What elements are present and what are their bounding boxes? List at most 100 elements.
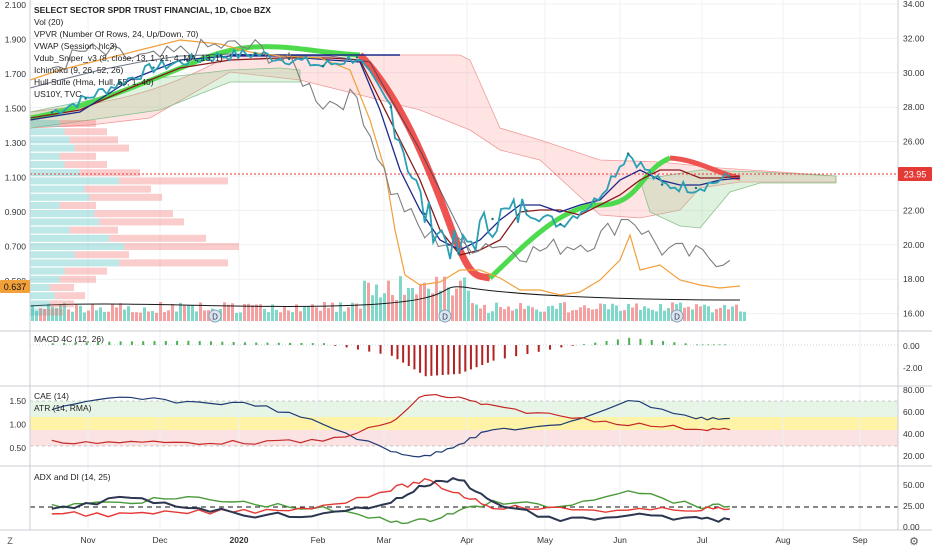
- hull-band-down: [357, 52, 491, 282]
- volume-bar: [471, 303, 474, 321]
- volume-bar: [207, 310, 210, 321]
- time-label: Feb: [311, 535, 326, 545]
- macd-bar: [452, 345, 455, 375]
- xlf-point: [355, 56, 359, 59]
- macd-bar: [108, 341, 111, 345]
- xlf-point: [321, 64, 325, 68]
- macd-bar: [628, 337, 631, 345]
- volume-bar: [291, 312, 294, 321]
- vpvr-row-down: [59, 152, 96, 160]
- volume-bar: [703, 304, 706, 321]
- price-right-label: 28.00: [903, 102, 925, 112]
- volume-bar: [347, 307, 350, 321]
- macd-axis-right[interactable]: 0.00 -2.00: [903, 341, 923, 373]
- volume-bar: [647, 308, 650, 321]
- cae-axis-left[interactable]: 1.50 1.00 0.50: [9, 396, 26, 453]
- volume-bar: [83, 312, 86, 321]
- cae-right-label: 20.00: [903, 451, 925, 461]
- macd-bar: [424, 345, 427, 377]
- volume-bar: [151, 311, 154, 321]
- vpvr-row-down: [99, 218, 184, 226]
- chart-title[interactable]: SELECT SECTOR SPDR TRUST FINANCIAL, 1D, …: [34, 5, 271, 15]
- xlf-price-line: [51, 47, 731, 260]
- legend-ichimoku[interactable]: Ichimoku (9, 26, 52, 26): [34, 65, 123, 75]
- volume-bar: [163, 312, 166, 321]
- volume-bar: [267, 312, 270, 321]
- legend-vdub[interactable]: Vdub_Sniper_v3 (8, close, 13, 1, 21, 4, …: [34, 53, 223, 63]
- dividend-marker-1[interactable]: [208, 309, 222, 323]
- atr-pane-title[interactable]: ATR (14, RMA): [34, 403, 92, 413]
- volume-bar: [587, 308, 590, 321]
- vpvr-row-up: [30, 169, 80, 177]
- cae-pane-title[interactable]: CAE (14): [34, 391, 69, 401]
- volume-bar: [423, 282, 426, 321]
- xlf-point: [660, 183, 664, 186]
- volume-bar: [539, 311, 542, 321]
- price-right-label: 22.00: [903, 205, 925, 215]
- macd-pane-title[interactable]: MACD 4C (12, 26): [34, 334, 104, 344]
- macd-bar: [407, 345, 410, 366]
- volume-bar: [603, 304, 606, 321]
- macd-right-label: -2.00: [903, 363, 923, 373]
- settings-gear-icon[interactable]: ⚙: [909, 536, 919, 548]
- volume-bar: [655, 311, 658, 321]
- price-right-label: 26.00: [903, 137, 925, 147]
- volume-bar: [131, 312, 134, 321]
- price-left-label: 0.900: [5, 207, 27, 217]
- volume-bar: [303, 306, 306, 321]
- zoom-toggle-icon[interactable]: Z: [7, 536, 13, 546]
- volume-bar: [715, 309, 718, 321]
- volume-bar: [395, 300, 398, 321]
- chart-legend: SELECT SECTOR SPDR TRUST FINANCIAL, 1D, …: [34, 5, 271, 482]
- cae-atr-lines: [51, 393, 730, 458]
- legend-vwap[interactable]: VWAP (Session, hlc3): [34, 41, 117, 51]
- volume-bar: [203, 310, 206, 321]
- di-minus-line: [51, 477, 730, 518]
- price-series-lines: [50, 38, 732, 268]
- vpvr-row-up: [30, 193, 90, 201]
- xlf-point: [50, 111, 53, 114]
- cae-right-label: 80.00: [903, 385, 925, 395]
- cae-left-label: 1.00: [9, 420, 26, 430]
- macd-bar: [266, 342, 269, 345]
- volume-bar: [231, 303, 234, 321]
- cae-axis-right[interactable]: 80.00 60.00 40.00 20.00: [903, 385, 925, 461]
- dividend-marker-3[interactable]: [670, 309, 684, 323]
- volume-bar: [287, 310, 290, 321]
- macd-bar: [210, 341, 213, 345]
- macd-bar: [503, 345, 506, 359]
- dividend-marker-2[interactable]: [438, 309, 452, 323]
- volume-bar: [415, 294, 418, 321]
- vpvr-profile: [30, 120, 239, 316]
- macd-bar: [515, 345, 518, 357]
- volume-bar: [175, 311, 178, 321]
- legend-vol[interactable]: Vol (20): [34, 17, 63, 27]
- xlf-point: [186, 59, 189, 62]
- legend-vpvr[interactable]: VPVR (Number Of Rows, 24, Up/Down, 70): [34, 29, 199, 39]
- volume-bar: [255, 304, 258, 321]
- adx-axis-right[interactable]: 50.00 25.00 0.00: [903, 480, 925, 532]
- xlf-point: [389, 106, 393, 109]
- legend-us10y[interactable]: US10Y, TVC: [34, 89, 81, 99]
- volume-bar: [271, 304, 274, 321]
- legend-hull[interactable]: Hull Suite (Hma, Hull, 55, 1, 40): [34, 77, 154, 87]
- macd-bar: [436, 345, 439, 376]
- cae-mid-zone: [30, 417, 898, 430]
- macd-bar: [323, 343, 326, 345]
- macd-bar: [164, 341, 167, 345]
- dividend-markers: D D D: [208, 309, 684, 323]
- volume-bar: [695, 304, 698, 321]
- volume-bar: [79, 305, 82, 321]
- price-axis-left[interactable]: 2.100 1.900 1.700 1.500 1.300 1.100 0.900 0.700…: [5, 0, 27, 286]
- xlf-point: [220, 54, 223, 57]
- price-left-label: 1.100: [5, 173, 27, 183]
- time-axis[interactable]: Nov Dec 2020 Feb Mar Apr May Jun Jul Aug Sep: [80, 535, 867, 545]
- adx-pane-title[interactable]: ADX and DI (14, 25): [34, 472, 111, 482]
- macd-bar: [74, 342, 77, 345]
- volume-bar: [427, 288, 430, 321]
- macd-bar: [419, 345, 422, 373]
- volume-bar: [547, 306, 550, 321]
- vpvr-row-up: [30, 234, 110, 242]
- price-left-label: 0.700: [5, 242, 27, 252]
